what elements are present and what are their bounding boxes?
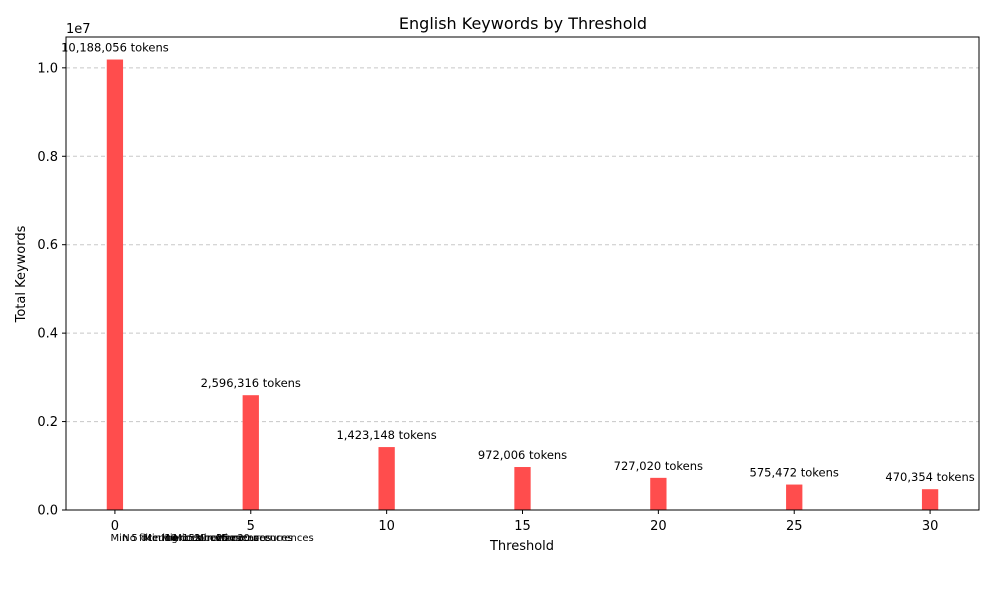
threshold-note: Min 5 occurrences [110,533,201,544]
data-label: 2,596,316 tokens [201,376,301,390]
y-axis: 0.0 0.2 0.4 0.6 0.8 1.0 [37,61,66,519]
threshold-note: Min 20 occurrences [173,533,270,544]
gridlines [66,67,979,423]
x-tick-label: 5 [247,519,255,534]
bars [106,59,939,511]
chart-title: English Keywords by Threshold [399,14,647,33]
x-tick-label: 10 [378,519,395,534]
bar [242,395,259,510]
data-labels: 10,188,056 tokens 2,596,316 tokens 1,423,1… [61,41,975,485]
bar [921,489,939,510]
y-tick-label: 0.4 [37,327,58,342]
threshold-note: Min 25 occurrences [195,533,292,544]
x-axis-label: Threshold [489,539,554,554]
bar [650,477,667,510]
x-axis: 0 5 10 15 20 25 30 [111,510,939,534]
data-label: 575,472 tokens [750,466,839,480]
threshold-note: Min 15 occurrences [161,533,258,544]
data-label: 10,188,056 tokens [61,41,169,55]
bar [786,484,803,510]
threshold-note: Min 30 occurrences [216,533,313,544]
x-tick-label: 0 [111,519,119,534]
plot-frame [65,36,980,511]
y-tick-label: 0.0 [37,504,58,519]
bar [106,59,124,511]
x-tick-label: 25 [786,519,803,534]
data-label: 470,354 tokens [885,470,974,484]
data-label: 1,423,148 tokens [336,428,436,442]
x-tick-label: 15 [514,519,531,534]
bar [378,447,395,510]
threshold-note: No filtering [122,533,178,544]
y-axis-label: Total Keywords [14,225,29,323]
bar [514,467,531,510]
y-tick-label: 0.8 [37,150,58,165]
y-tick-label: 0.6 [37,238,58,253]
y-tick-label: 1.0 [37,61,58,76]
x-tick-label: 30 [922,519,939,534]
data-label: 727,020 tokens [614,459,703,473]
x-tick-label: 20 [650,519,667,534]
y-tick-label: 0.2 [37,415,58,430]
threshold-note: Min 10 occurrences [143,533,240,544]
data-label: 972,006 tokens [478,448,567,462]
y-scale-label: 1e7 [66,22,91,37]
